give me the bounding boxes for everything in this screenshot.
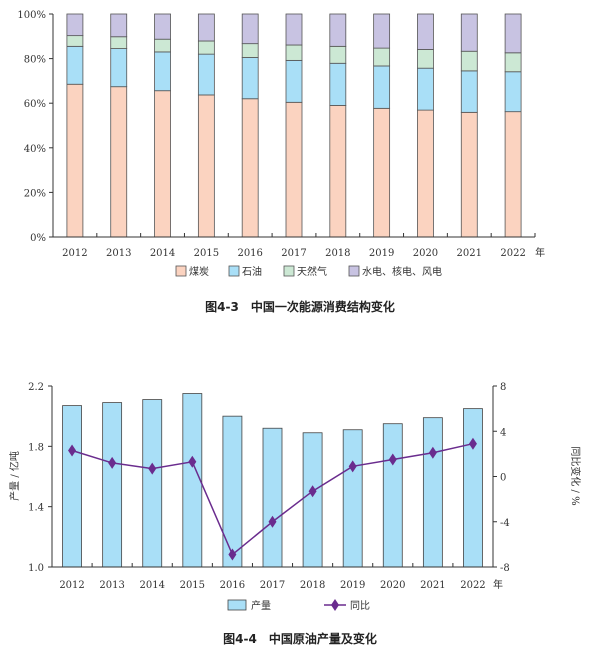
bar-segment-水电、核电、风电 (285, 13, 303, 46)
chart1-title: 图4-3 中国一次能源消费结构变化 (205, 300, 395, 314)
y-right-tick-label: -8 (500, 563, 510, 574)
yoy-marker (388, 453, 397, 466)
production-bar (62, 405, 82, 568)
legend-swatch (348, 265, 360, 277)
legend-label: 同比 (350, 600, 370, 612)
y-right-axis-label: 同比变化 / % (569, 446, 582, 505)
legend-label: 水电、核电、风电 (362, 265, 442, 278)
yoy-marker (148, 462, 157, 475)
yoy-marker (188, 455, 197, 468)
x-tick-label: 2013 (106, 248, 131, 259)
y-axis-label: 产量 / 亿吨 (8, 451, 21, 501)
y-tick-label: 0% (30, 233, 46, 244)
legend-swatch-bar (227, 599, 247, 611)
legend-swatch (175, 265, 187, 277)
x-tick-label: 2022 (500, 248, 525, 259)
y-right-tick-label: 0 (500, 473, 506, 484)
bar-segment-水电、核电、风电 (66, 13, 84, 37)
production-bar (142, 399, 163, 568)
x-unit: 年 (493, 578, 503, 591)
x-unit: 年 (535, 246, 545, 259)
y-tick-label: 1.8 (28, 442, 44, 453)
yoy-marker (308, 485, 317, 498)
x-tick-label: 2016 (220, 580, 245, 591)
legend-swatch (283, 265, 295, 277)
x-tick-label: 2016 (237, 248, 262, 259)
y-tick-label: 1.4 (28, 503, 44, 514)
x-tick-label: 2017 (260, 580, 285, 591)
production-bar (102, 402, 123, 568)
y-tick-label: 40% (24, 144, 46, 155)
chart2-title: 图4-4 中国原油产量及变化 (223, 632, 377, 646)
x-tick-label: 2022 (460, 580, 485, 591)
x-tick-label: 2021 (457, 248, 482, 259)
x-tick-label: 2018 (300, 580, 325, 591)
bar-segment-水电、核电、风电 (373, 13, 391, 49)
yoy-marker (108, 456, 117, 469)
y-tick-label: 2.2 (28, 382, 44, 393)
y-right-tick-label: -4 (500, 518, 510, 529)
bar-segment-水电、核电、风电 (241, 13, 259, 45)
y-right-tick-label: 4 (500, 427, 506, 438)
x-tick-label: 2019 (340, 580, 365, 591)
yoy-marker (468, 437, 477, 450)
production-bar (222, 415, 243, 568)
y-tick-label: 20% (24, 188, 46, 199)
bar-segment-水电、核电、风电 (154, 13, 171, 40)
x-tick-label: 2015 (180, 580, 205, 591)
legend-swatch (228, 265, 240, 277)
production-bar (342, 429, 363, 568)
x-tick-label: 2020 (380, 580, 405, 591)
x-tick-label: 2019 (369, 248, 394, 259)
production-bar (182, 393, 203, 568)
production-bar (422, 417, 443, 568)
x-tick-label: 2013 (99, 580, 124, 591)
x-tick-label: 2012 (59, 580, 84, 591)
yoy-marker (68, 444, 77, 457)
legend-label: 产量 (251, 599, 271, 612)
production-bar (302, 432, 323, 568)
legend-label: 天然气 (297, 265, 327, 278)
yoy-marker (268, 515, 277, 528)
production-bar (382, 423, 403, 568)
x-tick-label: 2012 (62, 248, 87, 259)
bar-segment-水电、核电、风电 (460, 13, 478, 52)
yoy-marker (228, 548, 237, 561)
x-tick-label: 2020 (413, 248, 438, 259)
bar-segment-水电、核电、风电 (329, 13, 347, 47)
x-tick-label: 2014 (150, 248, 175, 259)
legend-label: 石油 (242, 265, 262, 278)
y-tick-label: 1.0 (28, 563, 44, 574)
bar-segment-水电、核电、风电 (110, 13, 128, 38)
production-bar (463, 408, 483, 568)
yoy-marker (348, 460, 357, 473)
production-bar (262, 427, 283, 568)
x-tick-label: 2021 (420, 580, 445, 591)
legend-label: 煤炭 (189, 265, 209, 278)
yoy-marker (428, 446, 437, 459)
x-tick-label: 2018 (325, 248, 350, 259)
bar-segment-水电、核电、风电 (504, 13, 522, 54)
y-tick-label: 100% (17, 10, 46, 21)
energy-structure-chart: 0% 20% 40% 60% 80% 100% 2012 2013 2014 2015 2016 20… (17, 10, 545, 278)
y-tick-label: 60% (24, 99, 46, 110)
y-tick-label: 80% (24, 55, 46, 66)
legend-marker (331, 599, 339, 611)
x-tick-label: 2017 (281, 248, 306, 259)
x-tick-label: 2014 (140, 580, 165, 591)
x-tick-label: 2015 (194, 248, 219, 259)
bar-segment-水电、核电、风电 (197, 13, 215, 42)
bar-segment-水电、核电、风电 (417, 13, 434, 50)
y-right-tick-label: 8 (500, 382, 506, 393)
